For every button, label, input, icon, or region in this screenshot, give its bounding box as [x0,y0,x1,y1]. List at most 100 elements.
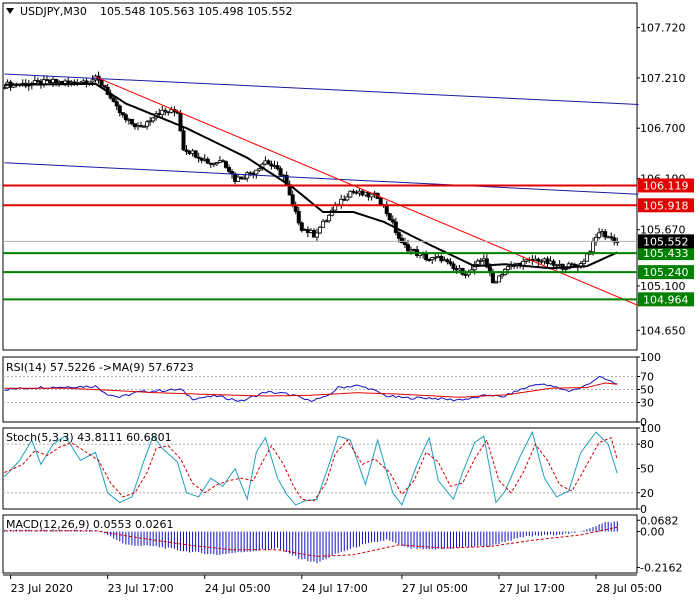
candle-body [609,236,614,239]
price-pane[interactable]: 104.650105.100105.670106.190106.700107.2… [2,2,694,351]
candle-body [160,109,165,115]
candle-body [572,264,577,266]
candle-body [275,165,280,170]
candle-body [399,237,404,244]
candle-body [597,232,602,238]
candle-body [451,263,456,269]
level-tag-label: 106.119 [643,179,689,192]
candle-body [475,260,480,265]
stochastic-label: Stoch(5,3,3) 43.8111 60.6801 [6,431,172,444]
stochastic-pane[interactable]: 0 20 50 80 100 [2,422,661,516]
candle-body [390,219,395,223]
candle-body [496,275,501,283]
candle-body [269,163,274,167]
candle-body [266,160,271,165]
rsi-label: RSI(14) 57.5226 ->MA(9) 57.6723 [6,361,194,374]
chevron-down-icon[interactable] [6,8,14,14]
rsi-tick-label: 70 [640,371,654,384]
macd-signal-line [4,526,618,557]
candle-body [205,158,210,164]
candle-body [424,254,429,261]
candle-body [214,162,219,165]
candle-body [184,149,189,152]
time-axis: 23 Jul 2020 23 Jul 17:00 24 Jul 05:00 24 Ju… [3,574,662,595]
price-tick-label: 107.210 [640,72,686,85]
candle-body [405,244,410,252]
candle-body [324,220,329,223]
ohlc-values: 105.548 105.563 105.498 105.552 [100,5,292,18]
candle-body [2,87,7,90]
rsi-tick-label: 30 [640,397,654,410]
stochastic-tick-label: 100 [640,422,661,435]
rsi-tick-label: 50 [640,384,654,397]
level-tag-label: 105.240 [643,266,689,279]
candle-body [278,168,283,176]
candle-body [290,194,295,206]
candle-body [296,211,301,224]
rsi-line [4,375,618,402]
candle-body [90,79,95,83]
candle-body [120,112,125,116]
price-tick-label: 105.670 [640,224,686,237]
stochastic-tick-label: 80 [640,438,654,451]
candle-body [427,259,432,262]
candle-body [500,274,505,277]
candle-body [490,271,495,284]
candle-body [151,117,156,122]
rsi-tick-label: 0 [640,416,647,429]
stochastic-signal-line [4,437,618,502]
candle-body [317,226,322,234]
macd-tick-label: 0.00 [640,526,665,539]
time-tick-label: 24 Jul 17:00 [302,582,368,595]
candle-body [99,79,104,86]
candle-body [211,163,216,166]
macd-tick-label: -0.2162 [640,561,682,574]
level-tag [638,292,694,307]
candle-body [293,205,298,212]
candle-body [384,205,389,215]
candle-body [439,256,444,262]
time-tick-label: 23 Jul 2020 [11,582,73,595]
candle-body [181,130,186,151]
price-frame [2,2,638,351]
candle-body [32,80,37,84]
candle-body [402,242,407,246]
moving-average-line [4,82,618,270]
rsi-tick-label: 100 [640,351,661,364]
candle-body [493,281,498,284]
price-tick-label: 104.650 [640,324,686,337]
candle-body [299,222,304,231]
price-tick-label: 106.700 [640,122,686,135]
candle-body [114,101,119,107]
candle-body [193,150,198,158]
current-price-label: 105.552 [643,235,689,248]
macd-tick-label: 0.0682 [640,514,679,527]
candle-body [327,214,332,222]
candle-body [591,241,596,253]
candle-body [396,232,401,239]
level-tag-label: 104.964 [643,293,689,306]
level-tag-label: 105.433 [643,247,689,260]
candle-body [484,258,489,268]
candle-body [345,196,350,201]
time-tick-label: 23 Jul 17:00 [108,582,174,595]
candle-body [478,259,483,262]
stochastic-tick-label: 50 [640,463,654,476]
candle-body [220,160,225,163]
candle-body [387,213,392,221]
stochastic-main-line [4,430,618,506]
candle-body [551,260,556,266]
rsi-ma-line [4,382,618,398]
level-tag [638,178,694,193]
candle-body [226,167,231,172]
level-tag [638,246,694,261]
candle-body [242,177,247,180]
candle-body [539,260,544,263]
time-tick-label: 27 Jul 17:00 [499,582,565,595]
candle-body [584,253,589,262]
stochastic-tick-label: 20 [640,487,654,500]
channel-line [4,162,639,195]
